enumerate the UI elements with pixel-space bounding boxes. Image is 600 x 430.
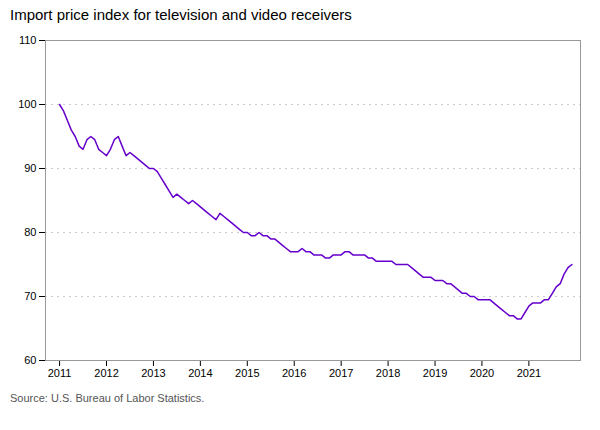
svg-text:60: 60 — [24, 354, 36, 366]
svg-text:2019: 2019 — [423, 367, 447, 379]
svg-text:2015: 2015 — [235, 367, 259, 379]
svg-text:90: 90 — [24, 162, 36, 174]
svg-text:2012: 2012 — [94, 367, 118, 379]
svg-text:110: 110 — [19, 34, 37, 46]
svg-text:100: 100 — [18, 98, 36, 110]
svg-text:80: 80 — [24, 226, 36, 238]
svg-text:2013: 2013 — [141, 367, 165, 379]
svg-text:2018: 2018 — [376, 367, 400, 379]
svg-text:2017: 2017 — [329, 367, 353, 379]
svg-text:2021: 2021 — [517, 367, 541, 379]
svg-text:2011: 2011 — [48, 367, 72, 379]
svg-text:2014: 2014 — [188, 367, 212, 379]
svg-text:70: 70 — [24, 290, 36, 302]
svg-text:2020: 2020 — [470, 367, 494, 379]
html-text:Import price index for televis: Import price index for television and vi… — [10, 6, 352, 23]
svg-text:2016: 2016 — [282, 367, 306, 379]
html-text:Source: U.S. Bureau of Labor S: Source: U.S. Bureau of Labor Statistics. — [10, 392, 205, 404]
